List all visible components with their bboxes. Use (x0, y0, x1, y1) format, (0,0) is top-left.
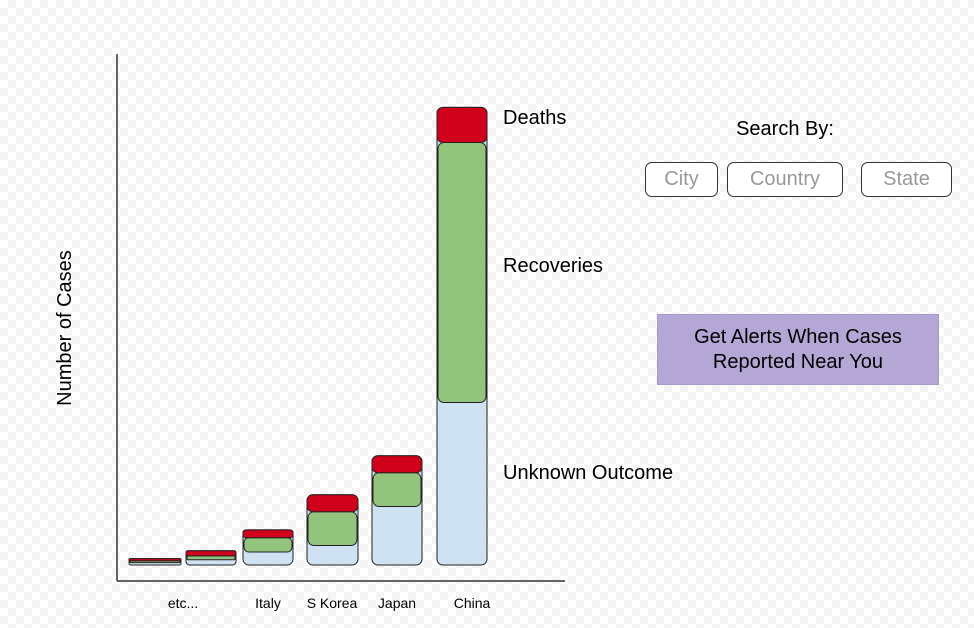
search-by-label: Search By: (736, 118, 834, 140)
segment-recoveries (307, 511, 358, 547)
series-label-recoveries: Recoveries (503, 255, 603, 277)
category-label-italy: Italy (255, 595, 281, 611)
category-label-china: China (454, 595, 491, 611)
bar-etc-1 (128, 558, 182, 566)
segment-deaths (185, 550, 237, 557)
chart-axes: Number of Cases (54, 54, 565, 582)
bar-japan (371, 455, 423, 566)
segment-deaths (436, 106, 488, 143)
segment-deaths (371, 455, 423, 474)
series-label-unknown-outcome: Unknown Outcome (503, 462, 673, 484)
category-labels: etc... Italy S Korea Japan China (168, 595, 491, 611)
bar-etc-2 (185, 550, 237, 566)
chart-bars (128, 106, 488, 566)
series-labels: Unknown Outcome Recoveries Deaths (503, 107, 673, 484)
segment-recoveries (372, 472, 422, 508)
category-label-etc: etc... (168, 595, 198, 611)
alert-line-2: Reported Near You (712, 350, 884, 373)
alert-line-1: Get Alerts When Cases (694, 325, 902, 348)
segment-recoveries (243, 537, 293, 553)
category-label-s-korea: S Korea (307, 595, 358, 611)
segment-deaths (242, 529, 294, 539)
search-city-button[interactable]: City (645, 162, 718, 197)
search-country-button[interactable]: Country (727, 162, 843, 197)
y-axis-label: Number of Cases (54, 250, 76, 406)
segment-deaths (128, 558, 182, 562)
segment-recoveries (437, 142, 487, 403)
bar-italy (242, 529, 294, 566)
segment-deaths (306, 494, 359, 513)
get-alerts-button[interactable]: Get Alerts When Cases Reported Near You (657, 314, 939, 385)
category-label-japan: Japan (378, 595, 416, 611)
segment-recoveries (186, 555, 236, 561)
bar-china (436, 106, 488, 566)
series-label-deaths: Deaths (503, 107, 566, 129)
search-state-button[interactable]: State (861, 162, 952, 197)
bar-s-korea (306, 494, 359, 566)
